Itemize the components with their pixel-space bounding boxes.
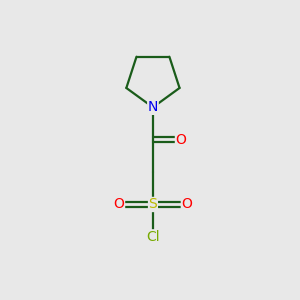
Text: O: O — [182, 197, 192, 212]
Text: N: N — [148, 100, 158, 114]
Text: O: O — [114, 197, 124, 212]
Text: Cl: Cl — [146, 230, 160, 244]
Text: O: O — [176, 133, 186, 147]
Text: S: S — [148, 197, 157, 212]
